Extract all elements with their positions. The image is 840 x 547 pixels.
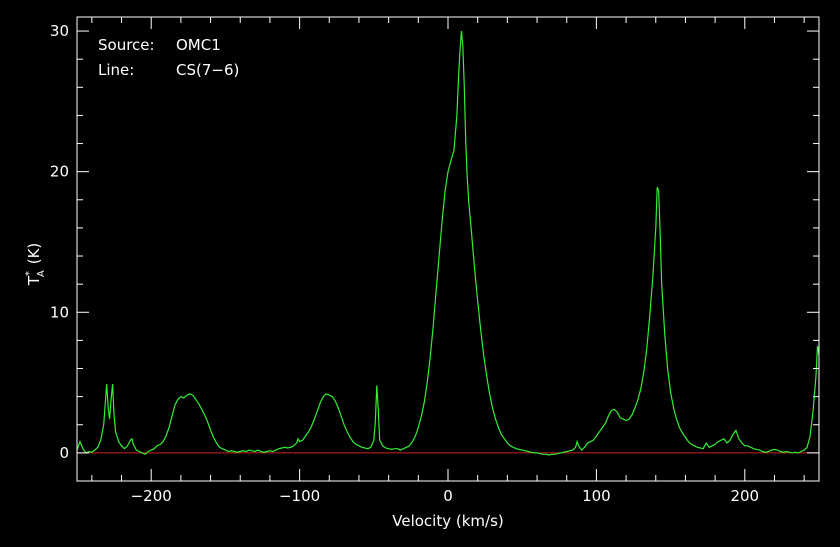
y-label-main: T [25,275,43,286]
annotation-block: Source: OMC1 Line: CS(7−6) [98,36,239,79]
x-tick-label: 0 [443,487,453,505]
line-value: CS(7−6) [176,61,239,79]
line-label: Line: [98,61,134,79]
y-axis-label: T*A (K) [24,243,47,287]
y-tick-label: 0 [59,444,69,462]
spectrum-line [76,31,820,456]
source-label: Source: [98,36,155,54]
x-tick-label: −100 [279,487,320,505]
x-tick-label: 200 [730,487,759,505]
y-tick-labels: 0 10 20 30 [50,22,69,462]
y-tick-label: 20 [50,163,69,181]
source-value: OMC1 [176,36,221,54]
y-label-sup: * [24,271,35,276]
y-tick-label: 10 [50,303,69,321]
x-axis-label: Velocity (km/s) [392,512,503,530]
svg-text:T*A(K): T*A (K) [24,243,47,287]
y-label-sub: A [36,270,47,277]
y-label-unit: (K) [25,243,43,265]
x-tick-labels: −200 −100 0 100 200 [131,487,760,505]
x-tick-label: 100 [582,487,611,505]
x-tick-label: −200 [131,487,172,505]
axis-ticks [77,17,819,481]
y-tick-label: 30 [50,22,69,40]
